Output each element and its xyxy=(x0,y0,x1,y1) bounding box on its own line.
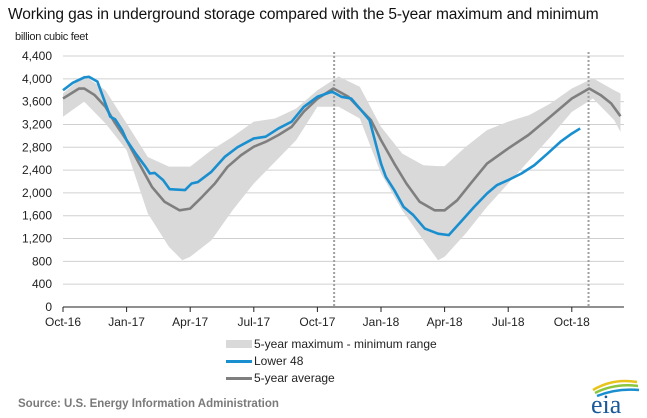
legend-item-average: 5-year average xyxy=(226,371,335,385)
y-tick-label: 3,200 xyxy=(22,117,52,131)
x-tick-label: Oct-17 xyxy=(299,315,335,329)
legend-swatch-lower48 xyxy=(226,359,252,363)
range-band xyxy=(63,75,621,261)
x-tick-label: Jan-17 xyxy=(108,315,145,329)
y-tick-label: 800 xyxy=(32,254,52,268)
x-tick-label: Oct-16 xyxy=(45,315,81,329)
y-axis-label: billion cubic feet xyxy=(15,31,88,43)
source-note: Source: U.S. Energy Information Administ… xyxy=(18,398,279,410)
chart-title: Working gas in underground storage compa… xyxy=(8,6,599,23)
y-tick-label: 1,600 xyxy=(22,209,52,223)
legend-item-range: 5-year maximum - minimum range xyxy=(226,337,437,351)
y-tick-label: 2,800 xyxy=(22,140,52,154)
y-tick-label: 1,200 xyxy=(22,232,52,246)
legend-label-average: 5-year average xyxy=(254,371,335,385)
series-line-5yr-average xyxy=(62,87,622,212)
y-tick-label: 0 xyxy=(45,300,52,314)
y-tick-label: 2,000 xyxy=(22,186,52,200)
y-tick-label: 4,000 xyxy=(22,72,52,86)
x-tick-label: Jul-17 xyxy=(237,315,270,329)
svg-text:eia: eia xyxy=(591,390,622,416)
y-tick-label: 4,400 xyxy=(22,49,52,63)
y-tick-label: 3,600 xyxy=(22,95,52,109)
legend-label-range: 5-year maximum - minimum range xyxy=(254,337,437,351)
y-tick-label: 400 xyxy=(32,277,52,291)
x-tick-label: Jan-18 xyxy=(363,315,400,329)
legend-label-lower48: Lower 48 xyxy=(254,354,304,368)
y-tick-label: 2,400 xyxy=(22,163,52,177)
x-tick-label: Oct-18 xyxy=(554,315,590,329)
x-tick-label: Apr-18 xyxy=(427,315,463,329)
eia-logo: eia xyxy=(591,379,640,416)
legend-swatch-average xyxy=(226,376,252,380)
series-line-lower48 xyxy=(62,75,581,237)
x-tick-label: Jul-18 xyxy=(492,315,525,329)
legend-swatch-range xyxy=(226,340,252,348)
x-tick-label: Apr-17 xyxy=(172,315,208,329)
legend-item-lower48: Lower 48 xyxy=(226,354,303,368)
